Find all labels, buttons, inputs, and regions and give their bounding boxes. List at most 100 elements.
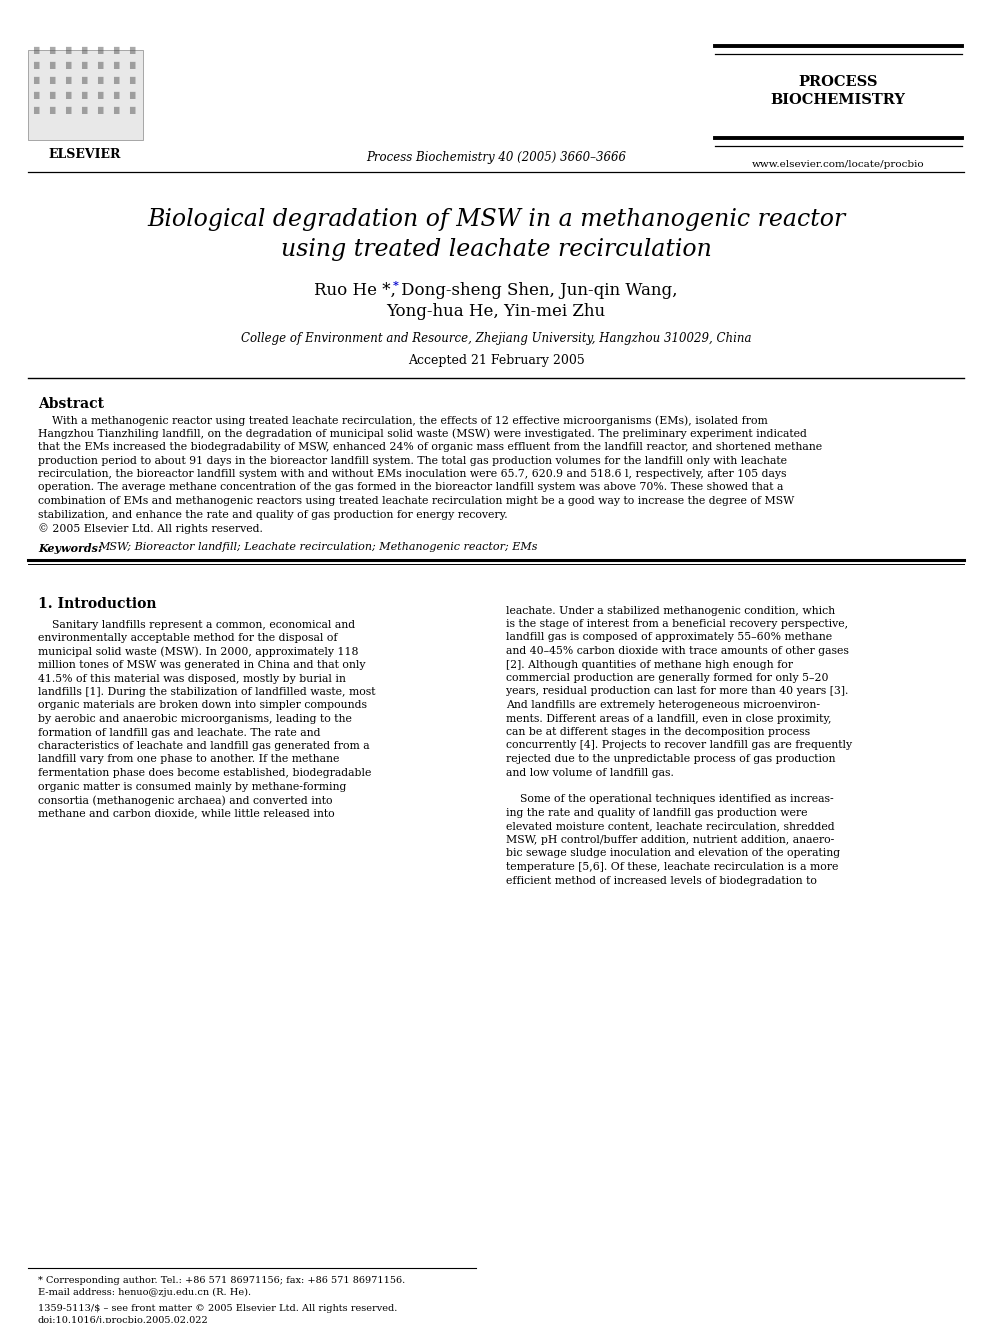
Text: █: █ (65, 107, 70, 114)
Text: is the stage of interest from a beneficial recovery perspective,: is the stage of interest from a benefici… (506, 619, 848, 628)
Text: years, residual production can last for more than 40 years [3].: years, residual production can last for … (506, 687, 848, 696)
Text: [2]. Although quantities of methane high enough for: [2]. Although quantities of methane high… (506, 659, 793, 669)
Text: * Corresponding author. Tel.: +86 571 86971156; fax: +86 571 86971156.: * Corresponding author. Tel.: +86 571 86… (38, 1275, 406, 1285)
Text: bic sewage sludge inoculation and elevation of the operating: bic sewage sludge inoculation and elevat… (506, 848, 840, 859)
Text: characteristics of leachate and landfill gas generated from a: characteristics of leachate and landfill… (38, 741, 370, 751)
Text: ments. Different areas of a landfill, even in close proximity,: ments. Different areas of a landfill, ev… (506, 713, 831, 724)
Text: Biological degradation of MSW in a methanogenic reactor: Biological degradation of MSW in a metha… (147, 208, 845, 232)
Text: █: █ (81, 46, 86, 54)
Text: █: █ (49, 46, 55, 54)
Text: ing the rate and quality of landfill gas production were: ing the rate and quality of landfill gas… (506, 808, 807, 818)
Text: Abstract: Abstract (38, 397, 104, 411)
Text: stabilization, and enhance the rate and quality of gas production for energy rec: stabilization, and enhance the rate and … (38, 509, 508, 520)
Text: █: █ (129, 107, 134, 114)
Text: █: █ (113, 91, 118, 99)
Text: █: █ (97, 91, 102, 99)
Text: █: █ (33, 46, 39, 54)
Text: formation of landfill gas and leachate. The rate and: formation of landfill gas and leachate. … (38, 728, 320, 737)
Text: municipal solid waste (MSW). In 2000, approximately 118: municipal solid waste (MSW). In 2000, ap… (38, 647, 358, 658)
Text: PROCESS: PROCESS (799, 75, 878, 89)
Text: █: █ (81, 91, 86, 99)
Text: █: █ (129, 91, 134, 99)
Text: Process Biochemistry 40 (2005) 3660–3666: Process Biochemistry 40 (2005) 3660–3666 (366, 151, 626, 164)
Text: Keywords:: Keywords: (38, 542, 102, 553)
Text: © 2005 Elsevier Ltd. All rights reserved.: © 2005 Elsevier Ltd. All rights reserved… (38, 523, 263, 533)
Text: Ruo He *, Dong-sheng Shen, Jun-qin Wang,: Ruo He *, Dong-sheng Shen, Jun-qin Wang, (314, 282, 678, 299)
Text: methane and carbon dioxide, while little released into: methane and carbon dioxide, while little… (38, 808, 334, 819)
Text: using treated leachate recirculation: using treated leachate recirculation (281, 238, 711, 261)
Text: Yong-hua He, Yin-mei Zhu: Yong-hua He, Yin-mei Zhu (387, 303, 605, 320)
Text: 1. Introduction: 1. Introduction (38, 598, 157, 611)
Text: █: █ (113, 77, 118, 83)
Text: █: █ (65, 46, 70, 54)
Text: combination of EMs and methanogenic reactors using treated leachate recirculatio: combination of EMs and methanogenic reac… (38, 496, 795, 505)
Text: *: * (393, 280, 399, 291)
Text: and 40–45% carbon dioxide with trace amounts of other gases: and 40–45% carbon dioxide with trace amo… (506, 646, 849, 656)
Text: that the EMs increased the biodegradability of MSW, enhanced 24% of organic mass: that the EMs increased the biodegradabil… (38, 442, 822, 452)
Text: █: █ (33, 91, 39, 99)
Text: 41.5% of this material was disposed, mostly by burial in: 41.5% of this material was disposed, mos… (38, 673, 346, 684)
Text: █: █ (97, 62, 102, 69)
Text: million tones of MSW was generated in China and that only: million tones of MSW was generated in Ch… (38, 660, 365, 669)
Text: █: █ (81, 107, 86, 114)
Text: █: █ (113, 107, 118, 114)
Text: █: █ (65, 91, 70, 99)
Text: BIOCHEMISTRY: BIOCHEMISTRY (771, 93, 906, 107)
Text: MSW; Bioreactor landfill; Leachate recirculation; Methanogenic reactor; EMs: MSW; Bioreactor landfill; Leachate recir… (98, 542, 538, 553)
Text: MSW, pH control/buffer addition, nutrient addition, anaero-: MSW, pH control/buffer addition, nutrien… (506, 835, 834, 845)
Text: And landfills are extremely heterogeneous microenviron-: And landfills are extremely heterogeneou… (506, 700, 820, 710)
Text: █: █ (49, 62, 55, 69)
Text: concurrently [4]. Projects to recover landfill gas are frequently: concurrently [4]. Projects to recover la… (506, 741, 852, 750)
Text: █: █ (129, 62, 134, 69)
Text: landfill gas is composed of approximately 55–60% methane: landfill gas is composed of approximatel… (506, 632, 832, 643)
Text: Some of the operational techniques identified as increas-: Some of the operational techniques ident… (506, 795, 833, 804)
Text: production period to about 91 days in the bioreactor landfill system. The total : production period to about 91 days in th… (38, 455, 787, 466)
Text: █: █ (129, 77, 134, 83)
Text: consortia (methanogenic archaea) and converted into: consortia (methanogenic archaea) and con… (38, 795, 332, 806)
Text: fermentation phase does become established, biodegradable: fermentation phase does become establish… (38, 767, 371, 778)
Text: █: █ (97, 107, 102, 114)
Text: environmentally acceptable method for the disposal of: environmentally acceptable method for th… (38, 632, 337, 643)
Text: temperature [5,6]. Of these, leachate recirculation is a more: temperature [5,6]. Of these, leachate re… (506, 863, 838, 872)
Text: █: █ (33, 107, 39, 114)
Text: recirculation, the bioreactor landfill system with and without EMs inoculation w: recirculation, the bioreactor landfill s… (38, 468, 787, 479)
Text: doi:10.1016/j.procbio.2005.02.022: doi:10.1016/j.procbio.2005.02.022 (38, 1316, 208, 1323)
Text: rejected due to the unpredictable process of gas production: rejected due to the unpredictable proces… (506, 754, 835, 763)
Text: █: █ (65, 62, 70, 69)
Text: █: █ (49, 107, 55, 114)
Text: elevated moisture content, leachate recirculation, shredded: elevated moisture content, leachate reci… (506, 822, 834, 831)
Text: ELSEVIER: ELSEVIER (49, 148, 121, 161)
Text: █: █ (49, 91, 55, 99)
Text: █: █ (97, 46, 102, 54)
Text: With a methanogenic reactor using treated leachate recirculation, the effects of: With a methanogenic reactor using treate… (38, 415, 768, 426)
Text: █: █ (33, 62, 39, 69)
Text: █: █ (97, 77, 102, 83)
Text: E-mail address: henuo@zju.edu.cn (R. He).: E-mail address: henuo@zju.edu.cn (R. He)… (38, 1289, 251, 1297)
Text: organic matter is consumed mainly by methane-forming: organic matter is consumed mainly by met… (38, 782, 346, 791)
Text: Sanitary landfills represent a common, economical and: Sanitary landfills represent a common, e… (38, 619, 355, 630)
Text: College of Environment and Resource, Zhejiang University, Hangzhou 310029, China: College of Environment and Resource, Zhe… (241, 332, 751, 345)
Text: █: █ (129, 46, 134, 54)
Text: █: █ (81, 62, 86, 69)
Text: by aerobic and anaerobic microorganisms, leading to the: by aerobic and anaerobic microorganisms,… (38, 714, 352, 724)
Text: landfill vary from one phase to another. If the methane: landfill vary from one phase to another.… (38, 754, 339, 765)
Text: █: █ (81, 77, 86, 83)
Text: commercial production are generally formed for only 5–20: commercial production are generally form… (506, 673, 828, 683)
Text: 1359-5113/$ – see front matter © 2005 Elsevier Ltd. All rights reserved.: 1359-5113/$ – see front matter © 2005 El… (38, 1304, 398, 1312)
Bar (28, 50, 143, 140)
Text: leachate. Under a stabilized methanogenic condition, which: leachate. Under a stabilized methanogeni… (506, 606, 835, 615)
Text: █: █ (65, 77, 70, 83)
Text: and low volume of landfill gas.: and low volume of landfill gas. (506, 767, 674, 778)
Text: landfills [1]. During the stabilization of landfilled waste, most: landfills [1]. During the stabilization … (38, 687, 376, 697)
Text: █: █ (113, 46, 118, 54)
Text: Accepted 21 February 2005: Accepted 21 February 2005 (408, 355, 584, 366)
Text: █: █ (49, 77, 55, 83)
Text: █: █ (33, 77, 39, 83)
Text: █: █ (113, 62, 118, 69)
Text: organic materials are broken down into simpler compounds: organic materials are broken down into s… (38, 700, 367, 710)
Text: Hangzhou Tianzhiling landfill, on the degradation of municipal solid waste (MSW): Hangzhou Tianzhiling landfill, on the de… (38, 429, 806, 439)
Text: can be at different stages in the decomposition process: can be at different stages in the decomp… (506, 728, 810, 737)
Text: efficient method of increased levels of biodegradation to: efficient method of increased levels of … (506, 876, 816, 885)
Text: operation. The average methane concentration of the gas formed in the bioreactor: operation. The average methane concentra… (38, 483, 784, 492)
Text: www.elsevier.com/locate/procbio: www.elsevier.com/locate/procbio (752, 160, 925, 169)
